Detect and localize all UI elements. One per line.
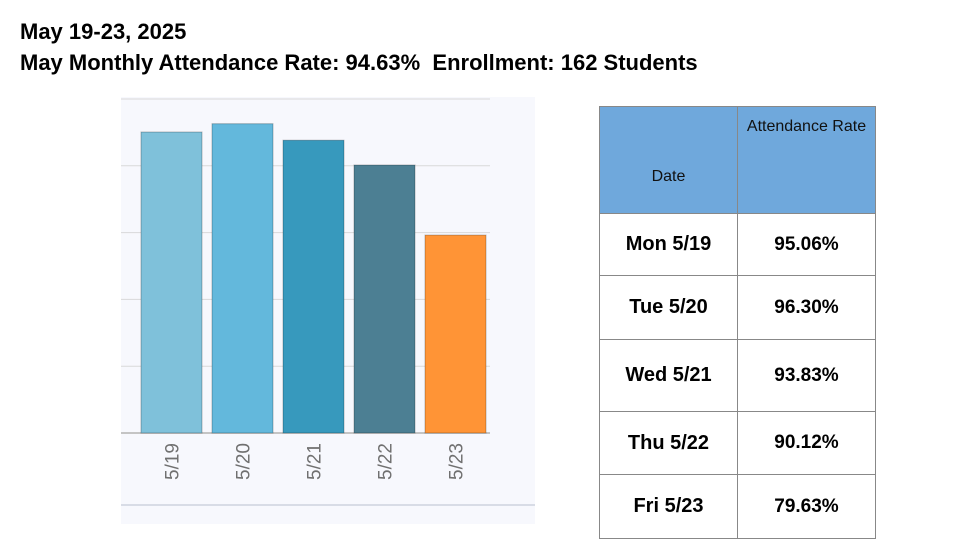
chart-x-tick-label: 5/23 [447,443,468,480]
attendance-bar-chart: 5/19 5/20 5/21 5/22 5/23 [121,97,535,524]
chart-bar-5-20 [211,123,274,434]
table-row: Tue 5/20 96.30% [599,275,876,340]
table-header-date: Date [599,106,738,214]
table-row: Fri 5/23 79.63% [599,474,876,539]
page-subtitle-monthly-summary: May Monthly Attendance Rate: 94.63% Enro… [20,50,698,75]
chart-bars [140,123,487,434]
table-row: Thu 5/22 90.12% [599,411,876,475]
chart-x-tick-label: 5/21 [305,443,326,480]
chart-bar-5-19 [140,131,203,434]
table-cell-date: Fri 5/23 [599,474,738,539]
attendance-chart-svg: 5/19 5/20 5/21 5/22 5/23 [121,97,535,524]
table-cell-rate: 96.30% [737,275,876,340]
chart-x-tick-label: 5/20 [234,443,255,480]
chart-x-tick-labels: 5/19 5/20 5/21 5/22 5/23 [163,443,468,480]
table-row: Wed 5/21 93.83% [599,339,876,412]
table-cell-date: Mon 5/19 [599,213,738,276]
table-cell-date: Thu 5/22 [599,411,738,475]
table-cell-rate: 79.63% [737,474,876,539]
chart-bar-5-21 [282,139,345,434]
table-row: Mon 5/19 95.06% [599,213,876,276]
table-cell-date: Wed 5/21 [599,339,738,412]
chart-x-tick-label: 5/19 [163,443,184,480]
chart-x-tick-label: 5/22 [376,443,397,480]
table-header-row: Date Attendance Rate [599,106,876,214]
table-cell-date: Tue 5/20 [599,275,738,340]
table-cell-rate: 93.83% [737,339,876,412]
attendance-table: Date Attendance Rate Mon 5/19 95.06% Tue… [599,106,876,539]
chart-bar-5-22 [353,164,416,434]
table-cell-rate: 90.12% [737,411,876,475]
table-header-attendance-rate: Attendance Rate [737,106,876,214]
chart-bar-5-23 [424,234,487,434]
page-title-dates: May 19-23, 2025 [20,19,187,44]
table-cell-rate: 95.06% [737,213,876,276]
